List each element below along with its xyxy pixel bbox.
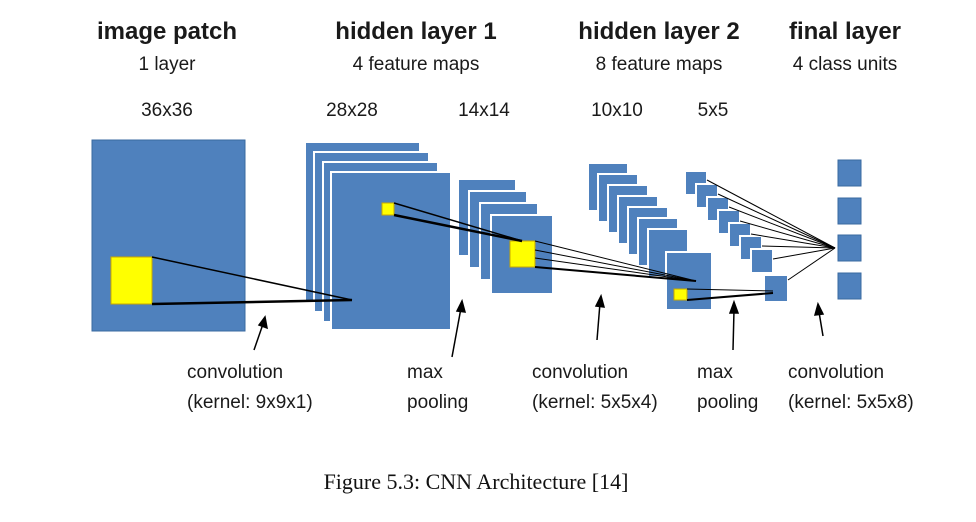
final-layer-units xyxy=(837,159,862,300)
op-conv3-line2: (kernel: 5x5x8) xyxy=(788,392,914,413)
pool1-kernel-patch xyxy=(509,240,536,268)
column-title-final-layer: final layer xyxy=(788,18,902,45)
op-label-conv1: convolution (kernel: 9x9x1) xyxy=(187,358,313,418)
op-label-pool1: max pooling xyxy=(407,358,468,418)
column-subtitle-image-patch: 1 layer xyxy=(138,54,196,75)
size-label-pool2: 5x5 xyxy=(697,100,729,121)
arrows xyxy=(253,293,825,358)
op-conv3-line1: convolution xyxy=(788,362,885,383)
op-conv2-line1: convolution xyxy=(532,362,629,383)
op-pool1-line2: pooling xyxy=(407,392,469,413)
op-conv1-line1: convolution xyxy=(187,362,284,383)
connection-lines xyxy=(151,179,836,306)
size-label-pool1: 14x14 xyxy=(458,100,510,121)
size-label-conv1: 28x28 xyxy=(326,100,378,121)
conv2-kernel-patch xyxy=(673,288,688,301)
size-label-conv2: 10x10 xyxy=(591,100,643,121)
op-conv1-line2: (kernel: 9x9x1) xyxy=(187,392,313,413)
conv1-feature-maps xyxy=(304,141,452,331)
figure-caption: Figure 5.3: CNN Architecture [14] xyxy=(323,469,629,494)
input-kernel-patch xyxy=(110,256,153,305)
op-label-conv3: convolution (kernel: 5x5x8) xyxy=(788,358,914,418)
size-label-input: 36x36 xyxy=(141,100,193,121)
op-pool2-line2: pooling xyxy=(697,392,759,413)
op-label-conv2: convolution (kernel: 5x5x4) xyxy=(532,358,658,418)
pool1-feature-maps xyxy=(457,178,554,295)
conv1-kernel-patch xyxy=(381,202,395,216)
input-image-map xyxy=(91,139,246,332)
op-label-pool2: max pooling xyxy=(697,358,758,418)
column-subtitle-final-layer: 4 class units xyxy=(792,54,898,75)
column-title-image-patch: image patch xyxy=(96,18,238,45)
column-subtitle-hidden-layer-2: 8 feature maps xyxy=(595,54,723,75)
op-conv2-line2: (kernel: 5x5x4) xyxy=(532,392,658,413)
pool2-feature-maps xyxy=(684,170,789,303)
column-title-hidden-layer-2: hidden layer 2 xyxy=(578,18,740,45)
op-pool1-line1: max xyxy=(407,362,443,383)
column-title-hidden-layer-1: hidden layer 1 xyxy=(335,18,497,45)
column-subtitle-hidden-layer-1: 4 feature maps xyxy=(352,54,480,75)
op-pool2-line1: max xyxy=(697,362,733,383)
